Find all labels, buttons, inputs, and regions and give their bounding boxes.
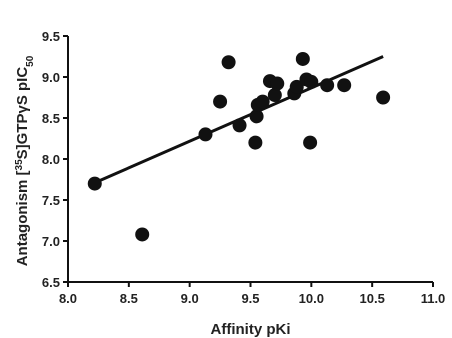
data-point (135, 227, 150, 242)
y-tick-label: 7.5 (42, 193, 60, 208)
data-point (267, 88, 282, 103)
y-tick-label: 7.0 (42, 234, 60, 249)
data-point (198, 127, 213, 142)
y-tick-label: 8.0 (42, 152, 60, 167)
axes (67, 36, 433, 283)
y-tick-label: 9.0 (42, 70, 60, 85)
y-axis-title-middle: S]GTPγS pIC (14, 67, 31, 160)
data-point (249, 109, 264, 124)
y-axis-title-subscript: 50 (25, 55, 36, 67)
x-tick-label: 9.5 (241, 291, 259, 306)
y-tick-label: 6.5 (42, 275, 60, 290)
data-point (255, 94, 270, 109)
y-axis-ticks: 6.5 7.0 7.5 8.0 8.5 9.0 9.5 (42, 29, 68, 290)
data-point (320, 78, 335, 93)
data-point (304, 74, 319, 89)
y-tick-label: 8.5 (42, 111, 60, 126)
data-point (303, 135, 318, 150)
x-tick-label: 11.0 (421, 291, 446, 306)
x-tick-label: 10.5 (360, 291, 385, 306)
x-tick-label: 8.0 (59, 291, 77, 306)
x-tick-label: 9.0 (181, 291, 199, 306)
x-axis-title: Affinity pKi (211, 321, 291, 338)
data-point (213, 94, 228, 109)
data-point (221, 55, 236, 70)
y-axis-title-superscript: 35 (14, 159, 25, 171)
y-tick-label: 9.5 (42, 29, 60, 44)
data-point (337, 78, 352, 93)
x-tick-label: 8.5 (120, 291, 138, 306)
data-points (87, 51, 391, 242)
data-point (289, 79, 304, 94)
x-axis-ticks: 8.0 8.5 9.0 9.5 10.0 10.5 11.0 (59, 282, 445, 306)
x-tick-label: 10.0 (299, 291, 324, 306)
data-point (376, 90, 391, 105)
y-axis-title: Antagonism [35S]GTPγS pIC50 (14, 55, 36, 266)
data-point (295, 51, 310, 66)
data-point (248, 135, 263, 150)
y-axis-title-prefix: Antagonism [ (14, 170, 31, 266)
data-point (87, 176, 102, 191)
data-point (232, 118, 247, 133)
data-point (270, 76, 285, 91)
